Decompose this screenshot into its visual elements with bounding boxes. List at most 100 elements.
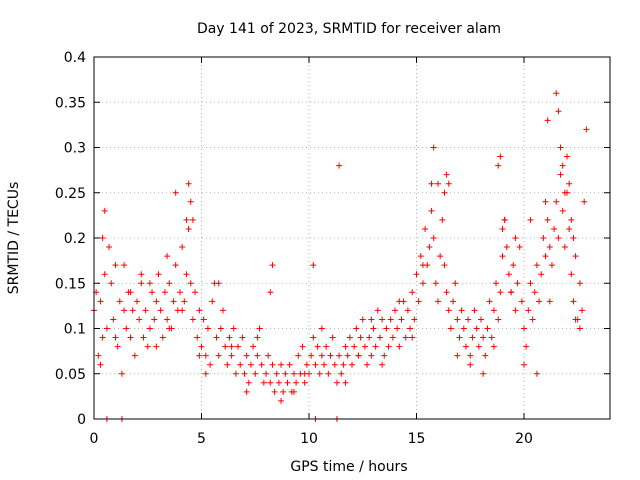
data-point [273,370,280,377]
data-point [370,325,377,332]
data-points [91,90,590,422]
data-point [138,271,145,278]
data-point [153,343,160,350]
data-point [505,271,512,278]
data-point [441,189,448,196]
data-point [359,316,366,323]
data-point [533,370,540,377]
data-point [398,316,405,323]
data-point [314,343,321,350]
data-point [149,289,156,296]
chart-title: Day 141 of 2023, SRMTID for receiver ala… [197,21,501,37]
data-point [349,361,355,368]
data-point [164,253,171,260]
data-point [316,370,323,377]
data-point [521,325,527,332]
data-point [226,334,233,341]
data-point [439,216,446,223]
data-point [140,334,147,341]
data-point [215,352,222,359]
data-point [258,361,265,368]
data-point [443,171,450,178]
data-point [151,316,158,323]
data-point [368,316,375,323]
data-point [415,298,422,305]
data-point [254,352,261,359]
data-point [368,352,375,359]
data-point [144,343,151,350]
data-point [484,325,491,332]
data-point [422,225,429,232]
data-point [187,280,194,287]
data-point [555,108,562,115]
data-point [200,316,207,323]
data-point [469,334,476,341]
data-point [501,216,508,223]
data-point [452,280,459,287]
data-point [486,298,493,305]
data-point [404,307,411,314]
data-point [471,307,478,314]
data-point [340,361,347,368]
data-point [329,334,336,341]
data-point [146,280,153,287]
data-point [357,334,364,341]
data-point [243,352,250,359]
data-point [564,153,570,160]
data-point [267,379,274,386]
data-point [290,388,297,395]
data-point [179,307,186,314]
data-point [409,289,416,296]
data-point [529,316,536,323]
data-point [138,280,145,287]
data-point [561,244,568,251]
data-point [430,235,437,241]
data-point [185,180,192,187]
data-point [308,352,315,359]
y-tick-label: 0.1 [64,322,86,338]
data-point [525,307,532,314]
data-point [540,235,547,241]
data-point [490,343,497,350]
data-point [488,334,495,341]
data-point [114,343,121,350]
data-point [497,153,504,160]
data-point [95,352,102,359]
data-point [379,316,386,323]
data-point [269,361,276,368]
data-point [101,207,108,214]
data-point [299,343,306,350]
data-point [290,370,297,377]
data-point [278,361,285,368]
data-point [503,244,510,251]
data-point [136,316,143,323]
data-point [192,289,199,296]
data-point [437,253,444,260]
data-point [325,370,332,377]
data-point [454,352,461,359]
y-tick-label: 0 [77,412,86,428]
x-tick-label: 20 [515,431,533,447]
data-point [278,397,285,404]
data-point [185,225,192,232]
data-point [183,271,190,278]
data-point [116,298,123,305]
data-point [179,244,186,251]
data-point [243,388,250,395]
data-point [518,298,525,305]
data-point [134,298,140,305]
data-point [366,334,373,341]
data-point [275,379,282,386]
data-point [110,316,117,323]
data-point [568,271,575,278]
data-point [508,289,515,296]
axes-ticks: 0 0.05 0.1 0.15 0.2 0.25 0.3 0.35 0.4 0 5 10 15 20 [55,50,610,447]
data-point [419,262,426,269]
data-point [155,271,162,278]
data-point [445,307,452,314]
data-point [351,343,358,350]
data-point [542,253,549,260]
data-point [568,216,575,223]
data-point [280,388,287,395]
